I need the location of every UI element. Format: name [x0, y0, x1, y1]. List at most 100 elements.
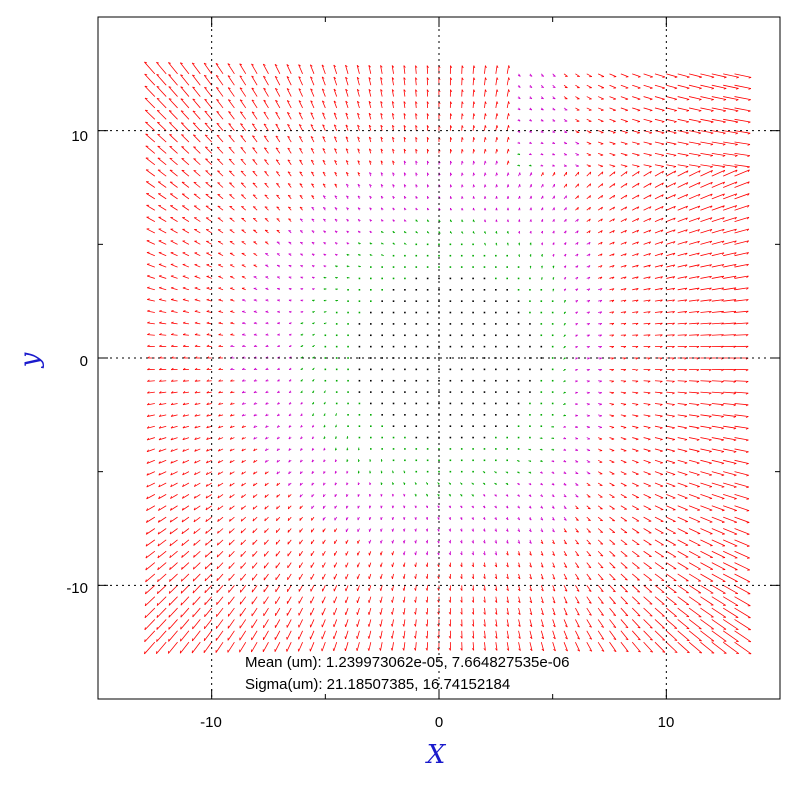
- vector-arrowhead: [599, 346, 602, 349]
- vector-arrowhead: [733, 474, 737, 477]
- vector-arrow: [203, 74, 212, 86]
- vector-arrowhead: [415, 148, 418, 152]
- vector-arrowhead: [648, 166, 652, 168]
- vector-arrow: [575, 183, 579, 188]
- vector-arrow: [145, 145, 156, 154]
- vector-arrowhead: [182, 449, 185, 452]
- vector-point: [460, 379, 463, 382]
- vector-arrowhead: [747, 155, 750, 157]
- vector-arrowhead: [392, 160, 395, 163]
- vector-arrow: [643, 641, 654, 653]
- vector-arrowhead: [684, 474, 688, 476]
- vector-arrowhead: [612, 265, 615, 268]
- vector-arrowhead: [170, 496, 173, 499]
- vector-arrowhead: [552, 589, 556, 592]
- vector-arrow: [263, 562, 269, 569]
- vector-arrowhead: [241, 379, 245, 382]
- vector-arrow: [484, 585, 486, 591]
- vector-arrowhead: [624, 218, 627, 221]
- vector-arrowhead: [157, 121, 160, 124]
- vector-arrowhead: [391, 612, 393, 615]
- vector-arrow: [159, 414, 167, 417]
- vector-arrowhead: [242, 333, 245, 336]
- vector-point: [370, 300, 372, 302]
- vector-arrow: [275, 100, 281, 109]
- vector-point: [415, 323, 418, 325]
- vector-point: [460, 300, 463, 302]
- vector-point: [460, 277, 463, 280]
- vector-arrowhead: [748, 88, 752, 90]
- vector-arrow: [181, 146, 190, 154]
- vector-point: [370, 414, 372, 416]
- vector-arrowhead: [551, 449, 555, 451]
- vector-point: [506, 289, 508, 291]
- vector-arrowhead: [484, 207, 487, 211]
- vector-arrowhead: [746, 498, 750, 500]
- vector-arrow: [620, 641, 629, 653]
- vector-arrowhead: [721, 264, 725, 267]
- vector-arrow: [609, 528, 616, 533]
- vector-arrow: [723, 287, 737, 291]
- vector-arrowhead: [264, 494, 267, 498]
- vector-arrowhead: [736, 76, 739, 79]
- vector-arrow: [218, 414, 224, 417]
- vector-arrowhead: [182, 367, 186, 370]
- vector-arrowhead: [709, 486, 713, 488]
- vector-arrow: [552, 642, 556, 652]
- vector-arrow: [251, 641, 258, 653]
- vector-point: [517, 391, 520, 393]
- vector-arrow: [157, 181, 167, 188]
- vector-arrow: [711, 181, 725, 188]
- vector-point: [551, 402, 554, 405]
- vector-point: [506, 254, 508, 257]
- vector-point: [460, 368, 463, 371]
- vector-arrow: [722, 550, 738, 559]
- vector-arrowhead: [288, 471, 290, 475]
- vector-arrowhead: [229, 518, 231, 522]
- vector-arrowhead: [672, 369, 675, 372]
- vector-arrow: [170, 505, 178, 511]
- vector-arrowhead: [528, 494, 532, 497]
- vector-arrowhead: [217, 158, 220, 160]
- vector-arrow: [158, 482, 167, 488]
- vector-arrow: [217, 241, 224, 245]
- vector-arrowhead: [496, 65, 499, 69]
- vector-point: [540, 391, 543, 393]
- vector-arrowhead: [709, 275, 712, 279]
- vector-arrowhead: [170, 414, 174, 417]
- vector-arrowhead: [204, 122, 208, 125]
- vector-arrow: [677, 299, 687, 302]
- vector-arrowhead: [230, 379, 233, 382]
- vector-arrow: [700, 459, 712, 464]
- vector-arrowhead: [483, 564, 486, 568]
- vector-point: [483, 311, 486, 314]
- vector-arrowhead: [637, 194, 640, 198]
- vector-arrowhead: [696, 287, 700, 291]
- vector-arrowhead: [312, 401, 315, 405]
- vector-arrowhead: [277, 333, 280, 336]
- vector-arrow: [654, 206, 664, 211]
- vector-arrowhead: [450, 65, 453, 69]
- vector-arrowhead: [218, 310, 222, 312]
- vector-arrow: [597, 505, 603, 510]
- vector-arrow: [609, 562, 616, 569]
- vector-arrow: [194, 482, 201, 487]
- vector-arrowhead: [473, 77, 476, 81]
- vector-arrowhead: [391, 576, 393, 579]
- vector-arrowhead: [333, 76, 337, 79]
- vector-arrowhead: [194, 425, 197, 429]
- vector-arrowhead: [625, 132, 628, 134]
- vector-arrowhead: [322, 100, 325, 103]
- vector-arrow: [620, 596, 629, 605]
- vector-arrow: [264, 182, 269, 188]
- vector-arrow: [620, 459, 627, 463]
- vector-point: [449, 277, 452, 280]
- vector-arrow: [215, 619, 224, 629]
- vector-arrow: [216, 550, 224, 558]
- vector-arrow: [228, 539, 235, 546]
- vector-arrow: [380, 125, 383, 131]
- vector-arrowhead: [299, 459, 302, 463]
- vector-point: [404, 334, 406, 337]
- vector-arrow: [677, 471, 688, 476]
- vector-point: [540, 311, 543, 314]
